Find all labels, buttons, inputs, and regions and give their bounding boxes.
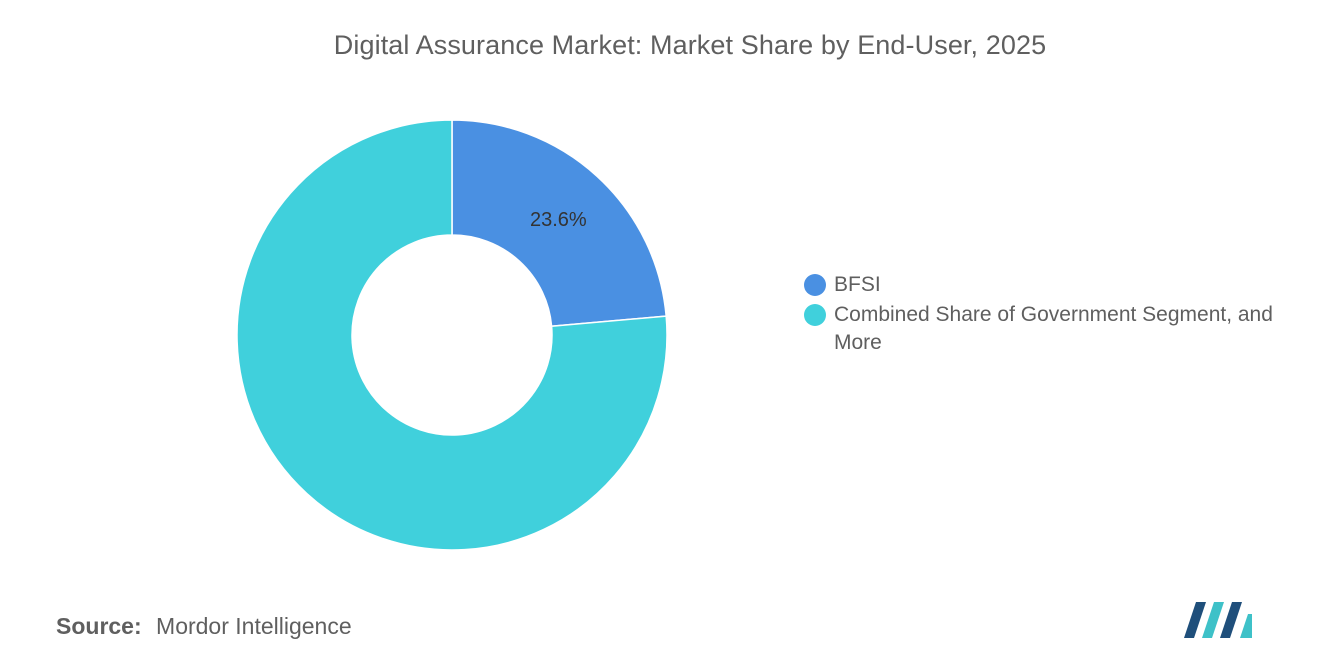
legend-item-combined: Combined Share of Government Segment, an…	[804, 301, 1314, 357]
mordor-intelligence-logo-icon	[1184, 602, 1252, 638]
legend-label-combined: Combined Share of Government Segment, an…	[834, 303, 1273, 354]
logo-shape-mid	[1202, 602, 1224, 638]
source-value: Mordor Intelligence	[156, 613, 352, 639]
logo-shape-left	[1184, 602, 1206, 638]
source-label: Source:	[56, 613, 142, 639]
donut-slice-bfsi	[451, 119, 667, 328]
legend-swatch-bfsi	[804, 274, 826, 296]
logo-shape-right	[1220, 602, 1242, 638]
legend-swatch-combined	[804, 304, 826, 326]
chart-title: Digital Assurance Market: Market Share b…	[333, 30, 1047, 60]
chart-legend: BFSI Combined Share of Government Segmen…	[804, 271, 1314, 359]
source-note: Source: Mordor Intelligence	[56, 613, 352, 640]
logo-shape-edge	[1240, 614, 1252, 638]
legend-label-bfsi: BFSI	[834, 273, 881, 296]
legend-item-bfsi: BFSI	[804, 271, 1314, 299]
donut-slice-combined	[236, 119, 668, 551]
data-label-bfsi: 23.6%	[530, 209, 587, 231]
